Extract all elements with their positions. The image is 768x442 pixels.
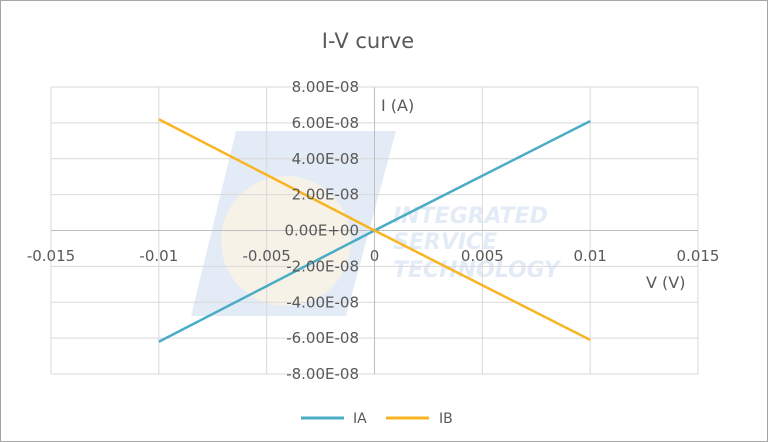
watermark-line-1: INTEGRATED (393, 204, 548, 229)
watermark-logo: INTEGRATED SERVICE TECHNOLOGY (191, 131, 562, 316)
x-tick-label: 0.01 (573, 247, 606, 265)
x-tick-label: -0.005 (242, 247, 290, 265)
x-tick-label: 0.015 (677, 247, 720, 265)
y-tick-label: -6.00E-08 (286, 329, 359, 347)
watermark-shape (191, 131, 396, 316)
y-tick-label: 0.00E+00 (284, 222, 359, 240)
x-tick-label: 0 (370, 247, 380, 265)
x-tick-labels: -0.015 -0.01 -0.005 0 0.005 0.01 0.015 (27, 247, 720, 265)
x-tick-label: -0.015 (27, 247, 75, 265)
y-tick-label: -8.00E-08 (286, 365, 359, 383)
y-axis-title: I (A) (381, 96, 414, 115)
x-tick-label: -0.01 (139, 247, 178, 265)
y-tick-label: 8.00E-08 (292, 78, 359, 96)
y-tick-label: 4.00E-08 (292, 150, 359, 168)
watermark-line-3: TECHNOLOGY (393, 258, 562, 283)
y-tick-label: 2.00E-08 (292, 186, 359, 204)
watermark-circle (221, 176, 351, 306)
watermark-line-2: SERVICE (393, 230, 497, 255)
legend-label-ia: IA (353, 411, 367, 427)
x-tick-label: 0.005 (461, 247, 504, 265)
chart-title: I-V curve (322, 29, 414, 53)
y-tick-label: 6.00E-08 (292, 114, 359, 132)
legend: IA IB (301, 411, 453, 427)
y-tick-label: -2.00E-08 (286, 257, 359, 275)
series-group (158, 118, 591, 343)
legend-label-ib: IB (439, 411, 453, 427)
x-axis-title: V (V) (646, 273, 685, 292)
y-tick-label: -4.00E-08 (286, 293, 359, 311)
y-tick-labels: -8.00E-08 -6.00E-08 -4.00E-08 -2.00E-08 0.00… (284, 78, 359, 383)
